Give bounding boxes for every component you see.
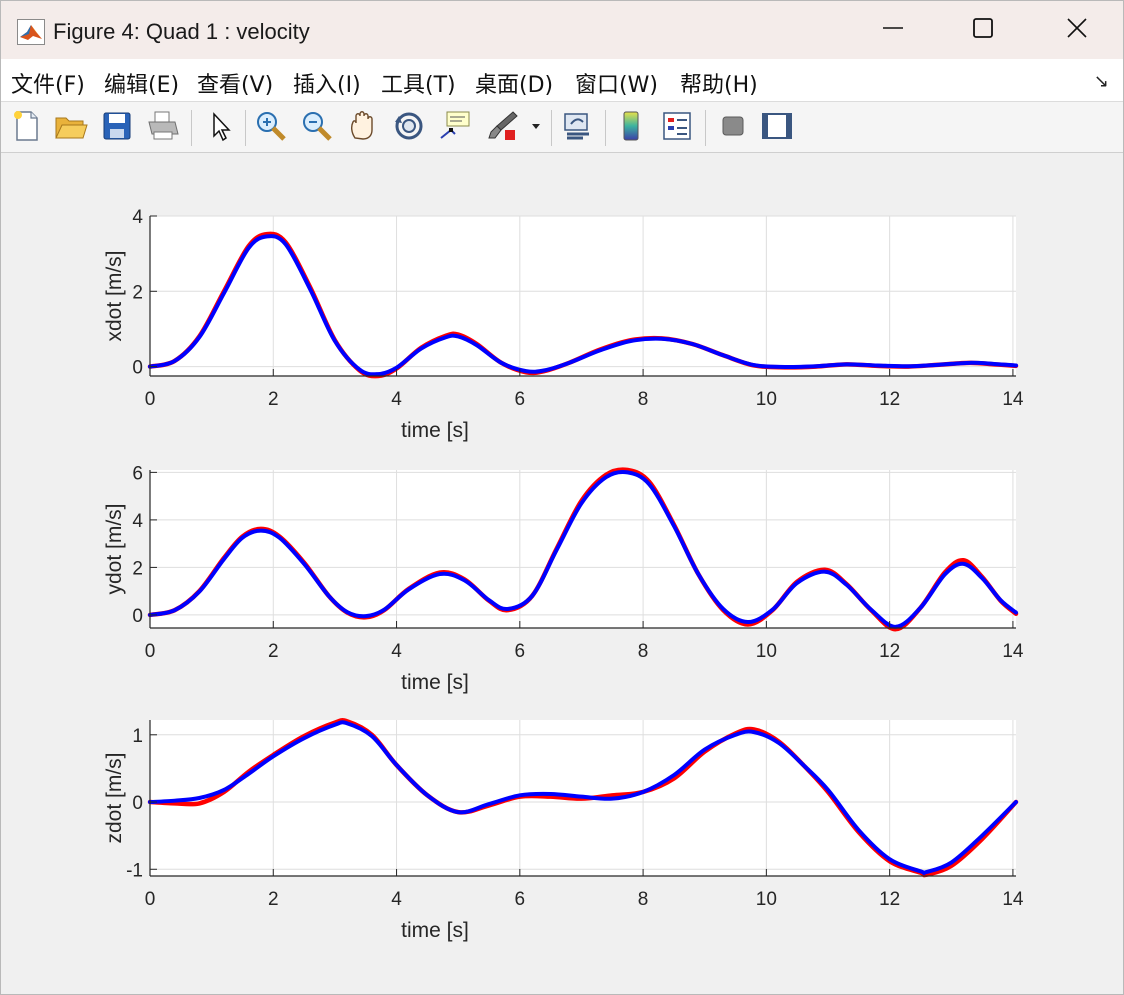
window-title: Figure 4: Quad 1 : velocity [53,19,310,44]
toolbar-separator [705,110,706,146]
x-tick-label: 12 [879,889,900,910]
figure-toolbar [1,102,1123,153]
toolbar-separator [191,110,192,146]
zoom-in-icon[interactable] [253,108,289,144]
y-tick-label: 1 [132,726,143,747]
x-tick-label: 14 [1002,389,1024,410]
zoom-out-icon[interactable] [299,108,335,144]
minimize-button[interactable] [847,1,939,59]
x-axis-label: time [s] [401,419,469,442]
x-axis-label: time [s] [401,671,469,694]
maximize-button[interactable] [937,1,1029,59]
x-tick-label: 6 [515,641,526,662]
y-tick-label: 0 [132,606,143,627]
y-tick-label: 0 [132,793,143,814]
y-axis-label: ydot [m/s] [103,503,126,594]
data-cursor-icon[interactable] [437,108,473,144]
series-line-2 [148,234,1018,377]
maximize-icon [972,17,994,44]
new-figure-icon[interactable] [9,108,45,144]
show-plot-tools-icon[interactable] [759,108,795,144]
x-tick-label: 8 [638,641,649,662]
menu-help[interactable]: 帮助(H) [680,73,758,98]
x-tick-label: 14 [1002,889,1024,910]
y-tick-label: 0 [132,358,143,379]
axes-background [150,470,1016,628]
menu-desktop[interactable]: 桌面(D) [475,73,554,98]
menu-edit[interactable]: 编辑(E) [104,73,180,98]
hide-plot-tools-icon[interactable] [715,108,751,144]
x-tick-label: 10 [756,889,777,910]
x-axis-label: time [s] [401,919,469,942]
toolbar-separator [551,110,552,146]
menu-window[interactable]: 窗口(W) [575,73,658,98]
series-line-2 [148,469,1018,629]
dock-figure-icon[interactable]: ↘ [1093,71,1109,91]
series-line-2 [148,720,1018,875]
y-axis-label: xdot [m/s] [103,250,126,341]
x-tick-label: 0 [145,889,156,910]
brush-dropdown-icon[interactable] [528,108,544,144]
print-icon[interactable] [145,108,181,144]
menu-file[interactable]: 文件(F) [11,73,85,98]
pan-hand-icon[interactable] [345,108,381,144]
x-tick-label: 10 [756,389,777,410]
y-tick-label: 6 [132,463,143,484]
select-arrow-icon[interactable] [202,108,238,144]
x-tick-label: 6 [515,889,526,910]
x-tick-label: 2 [268,889,279,910]
title-bar[interactable]: Figure 4: Quad 1 : velocity [1,1,1123,59]
brush-icon[interactable] [485,108,521,144]
colorbar-icon[interactable] [613,108,649,144]
x-tick-label: 8 [638,889,649,910]
x-tick-label: 2 [268,641,279,662]
y-tick-label: 4 [132,511,143,532]
menu-bar: 文件(F) 编辑(E) 查看(V) 插入(I) 工具(T) 桌面(D) 窗口(W… [1,59,1123,102]
x-tick-label: 12 [879,641,900,662]
legend-icon[interactable] [659,108,695,144]
x-tick-label: 14 [1002,641,1024,662]
x-tick-label: 8 [638,389,649,410]
x-tick-label: 0 [145,389,156,410]
x-tick-label: 4 [391,889,402,910]
x-tick-label: 0 [145,641,156,662]
minimize-icon [882,17,904,44]
x-tick-label: 6 [515,389,526,410]
x-tick-label: 4 [391,389,402,410]
axes-background [150,216,1016,376]
x-tick-label: 4 [391,641,402,662]
close-icon [1066,17,1088,44]
y-tick-label: 2 [132,558,143,579]
y-tick-label: 4 [132,207,143,228]
x-tick-label: 10 [756,641,777,662]
menu-tools[interactable]: 工具(T) [381,73,456,98]
open-file-icon[interactable] [53,108,89,144]
save-icon[interactable] [99,108,135,144]
menu-insert[interactable]: 插入(I) [293,73,361,98]
y-tick-label: -1 [126,860,143,881]
toolbar-separator [245,110,246,146]
rotate-3d-icon[interactable] [391,108,427,144]
figure-area: 0 2 4 6 8 10 12 14 0 2 4 time [s] xdot [m/s] 0 2 4 6 8 10 1… [1,153,1123,994]
close-button[interactable] [1031,1,1123,59]
x-tick-label: 12 [879,389,900,410]
link-plot-icon[interactable] [559,108,595,144]
x-tick-label: 2 [268,389,279,410]
toolbar-separator [605,110,606,146]
y-tick-label: 2 [132,282,143,303]
menu-view[interactable]: 查看(V) [197,73,274,98]
matlab-logo-icon [17,19,45,45]
y-axis-label: zdot [m/s] [103,752,126,843]
